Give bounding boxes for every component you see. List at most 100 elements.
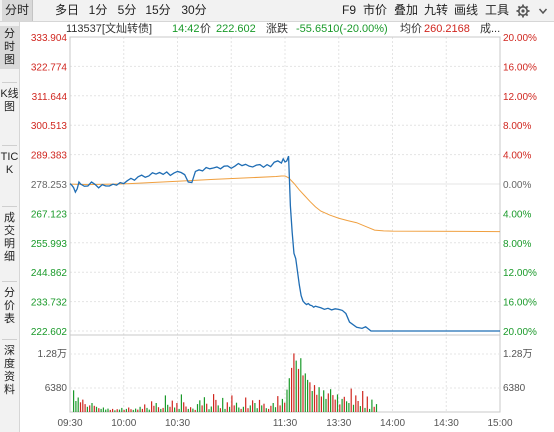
toolbar-item-0[interactable]: F9 <box>341 3 356 17</box>
sidebar-item-2[interactable]: TICK <box>0 151 19 176</box>
volume-bar <box>350 388 352 412</box>
volume-bar <box>105 409 107 412</box>
volume-tick-label: 6380 <box>503 383 526 394</box>
volume-bar <box>217 405 219 412</box>
volume-bar <box>341 398 343 412</box>
volume-bar <box>293 353 295 412</box>
volume-bar <box>268 408 270 412</box>
time-tick-label: 15:00 <box>487 418 512 429</box>
percent-tick-label: 16.00% <box>503 298 537 309</box>
tab-4[interactable]: 15分 <box>145 3 171 17</box>
volume-bar <box>203 397 205 412</box>
volume-bar <box>286 389 288 412</box>
sidebar-item-1[interactable]: K线图 <box>0 88 19 113</box>
volume-bar <box>256 408 258 412</box>
tab-2[interactable]: 1分 <box>88 3 108 17</box>
volume-bar <box>167 404 169 412</box>
volume-bar <box>98 408 100 412</box>
toolbar-item-3[interactable]: 九转 <box>424 3 449 17</box>
volume-bar <box>316 394 318 412</box>
chevron-down-icon[interactable] <box>538 6 548 16</box>
volume-tick-label: 1.28万 <box>38 349 67 360</box>
left-sidebar: 分时图 K线图 TICK 成交明细分价表深度资料 <box>0 22 20 432</box>
volume-bar <box>107 408 109 412</box>
price-tick-label: 311.644 <box>32 92 68 103</box>
volume-bar <box>100 408 102 412</box>
volume-bar <box>274 407 277 412</box>
volume-bar <box>309 382 311 412</box>
volume-bar <box>247 408 249 412</box>
volume-bar <box>79 402 82 412</box>
sidebar-separator <box>2 339 17 340</box>
volume-bar <box>357 401 359 412</box>
volume-bar <box>270 405 272 412</box>
sidebar-item-3[interactable]: 成交明细 <box>4 212 15 263</box>
toolbar-item-1[interactable]: 市价 <box>362 3 387 17</box>
volume-bar <box>307 379 309 412</box>
volume-bar <box>318 387 320 412</box>
volume-bar <box>169 406 171 412</box>
volume-bar <box>249 405 251 412</box>
percent-tick-label: 12.00% <box>503 92 537 103</box>
volume-bar <box>311 391 313 412</box>
toolbar-item-2[interactable]: 叠加 <box>394 3 419 17</box>
toolbar-item-4[interactable]: 画线 <box>454 3 479 17</box>
tab-5[interactable]: 30分 <box>181 3 207 17</box>
volume-bar <box>300 358 302 412</box>
volume-bar <box>284 402 286 412</box>
volume-bar <box>86 406 88 412</box>
volume-bar <box>366 396 368 412</box>
volume-bar <box>325 398 327 412</box>
sidebar-item-4[interactable]: 分价表 <box>4 287 15 325</box>
time-tick-label: 13:30 <box>326 418 351 429</box>
volume-bar <box>245 397 247 412</box>
sidebar-item-0[interactable]: 分时图 <box>0 26 19 69</box>
price-line <box>69 155 500 332</box>
volume-bar <box>364 407 366 412</box>
price-tick-label: 300.513 <box>31 121 68 132</box>
volume-bar <box>375 404 378 412</box>
volume-bar <box>323 390 325 412</box>
volume-bar <box>240 408 242 412</box>
volume-bar <box>238 407 240 412</box>
volume-bar <box>348 403 350 412</box>
volume-bar <box>144 404 146 412</box>
top-toolbar: 分时 多日 1分 5分 15分 30分 F9 市价 叠加 九转 画线 工具 <box>0 0 554 22</box>
percent-tick-label: 20.00% <box>503 327 537 338</box>
volume-bar <box>171 400 173 412</box>
time-tick-label: 14:30 <box>434 418 459 429</box>
volume-bar <box>343 396 345 412</box>
volume-bar <box>327 393 329 412</box>
volume-bar <box>130 409 132 412</box>
volume-bar <box>272 403 274 412</box>
volume-bar <box>123 409 125 412</box>
security-code-name: 113537[文灿转债] <box>66 23 153 35</box>
price-tick-label: 289.383 <box>31 151 68 162</box>
volume-bar <box>362 391 364 412</box>
volume-bar <box>265 408 267 412</box>
volume-bar <box>219 408 221 412</box>
volume-bar <box>95 406 98 412</box>
price-tick-label: 255.993 <box>31 239 68 250</box>
gear-icon[interactable] <box>516 4 530 18</box>
volume-bar <box>91 403 93 412</box>
toolbar-item-5[interactable]: 工具 <box>485 3 510 17</box>
volume-bar <box>192 408 194 412</box>
volume-bar <box>176 403 178 412</box>
volume-bar <box>339 404 341 412</box>
volume-tick-label: 6380 <box>45 383 68 394</box>
quote-info-bar: 113537[文灿转债] 14:42 价 222.602 涨跌 -55.6510… <box>20 22 554 36</box>
volume-bar <box>226 402 228 412</box>
volume-bar <box>190 407 192 412</box>
price-tick-label: 278.253 <box>31 180 68 191</box>
volume-tick-label: 1.28万 <box>503 349 532 360</box>
volume-bar <box>185 406 187 412</box>
volume-bar <box>352 404 355 412</box>
sidebar-item-5[interactable]: 深度资料 <box>4 345 15 396</box>
tab-0[interactable]: 分时 <box>2 0 33 21</box>
tab-1[interactable]: 多日 <box>55 3 80 17</box>
tab-3[interactable]: 5分 <box>117 3 137 17</box>
price-tick-label: 244.862 <box>31 268 68 279</box>
volume-bar <box>258 399 261 412</box>
